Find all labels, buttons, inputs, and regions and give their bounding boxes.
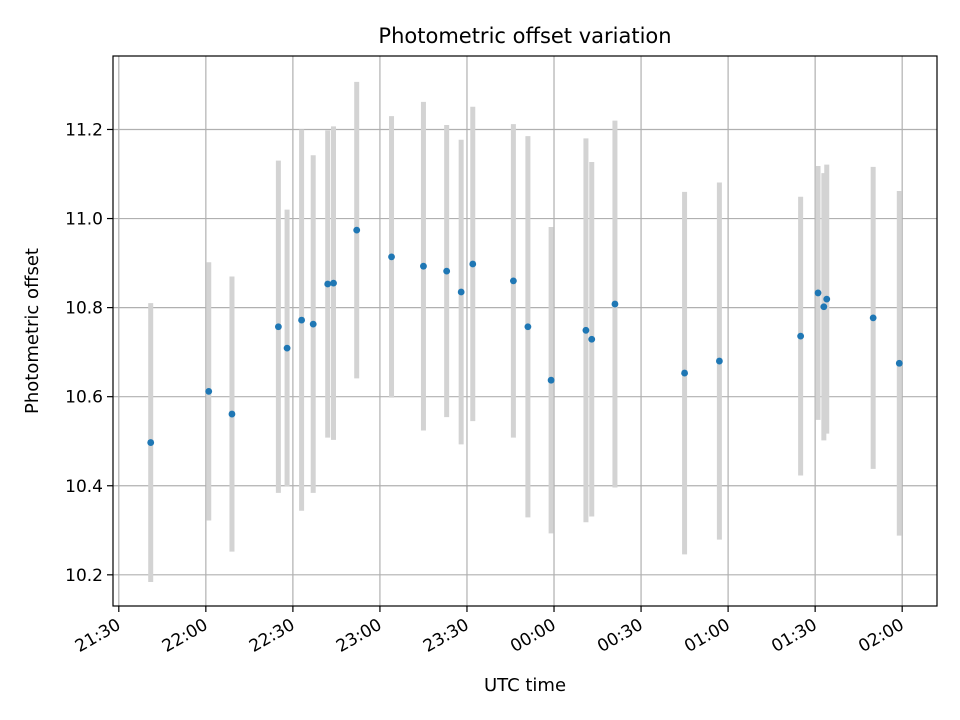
data-point <box>820 303 828 311</box>
data-point <box>715 357 723 365</box>
data-point <box>823 295 831 303</box>
data-point <box>353 226 361 234</box>
y-tick-label: 10.4 <box>65 477 103 497</box>
data-point <box>681 369 688 377</box>
y-axis-label: Photometric offset <box>22 248 43 414</box>
data-point <box>588 335 596 343</box>
data-point <box>283 344 291 352</box>
data-point <box>274 323 282 331</box>
data-point <box>147 439 155 446</box>
data-point <box>547 376 555 384</box>
grid <box>113 56 937 606</box>
data-point <box>797 332 805 340</box>
data-point <box>228 410 236 418</box>
data-point <box>509 277 517 285</box>
data-point <box>469 260 477 268</box>
y-tick-label: 11.2 <box>65 120 103 140</box>
data-point <box>443 267 451 275</box>
data-point <box>611 300 619 308</box>
data-point <box>205 387 213 395</box>
y-tick-label: 10.8 <box>65 299 103 319</box>
data-point <box>814 289 822 297</box>
data-point <box>895 359 903 367</box>
data-point <box>298 316 305 324</box>
data-point <box>330 279 337 287</box>
data-point <box>420 262 427 270</box>
data-point <box>582 326 590 334</box>
data-point <box>388 253 395 261</box>
plot-area-frame <box>112 55 938 607</box>
y-tick-label: 10.6 <box>65 388 103 408</box>
data-point <box>309 320 317 328</box>
data-point <box>457 288 465 296</box>
y-tick-label: 10.2 <box>65 566 103 586</box>
data-point <box>869 314 877 322</box>
data-point <box>324 280 332 288</box>
chart-title: Photometric offset variation <box>378 24 671 48</box>
y-axis-ticks: 10.2 10.4 10.6 10.8 11.0 11.2 <box>65 120 113 586</box>
data-point <box>524 323 532 331</box>
data-points <box>147 226 903 446</box>
y-tick-label: 11.0 <box>65 210 103 230</box>
x-axis-label: UTC time <box>484 675 566 696</box>
